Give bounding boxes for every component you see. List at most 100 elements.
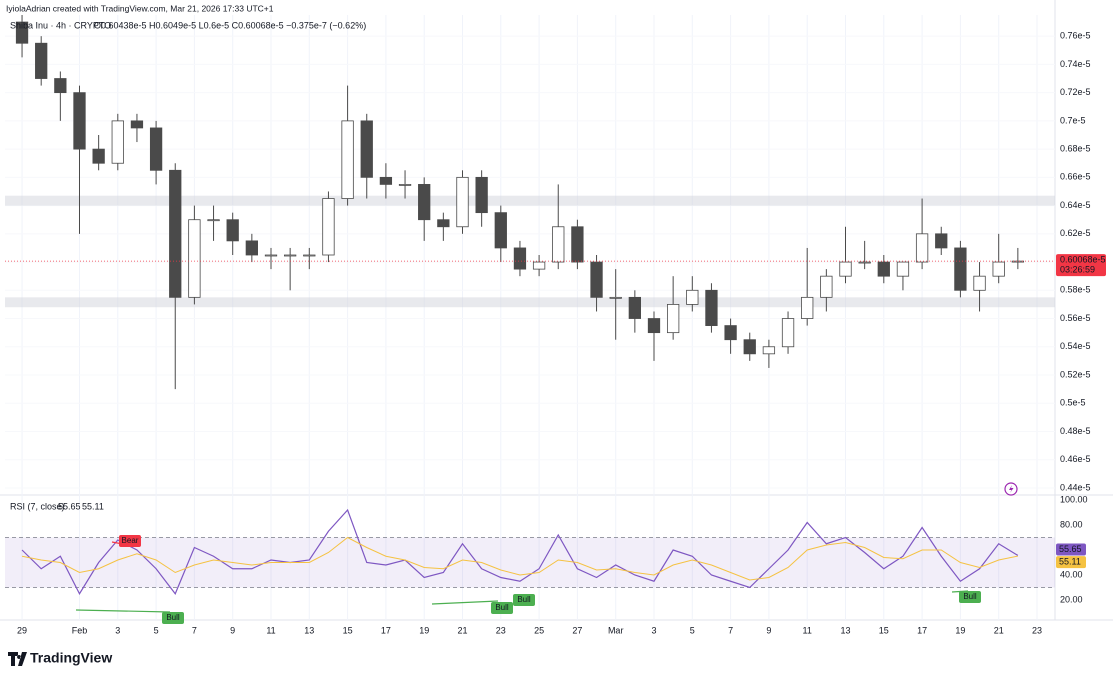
- candle-body: [1011, 260, 1024, 263]
- candle-body: [896, 261, 910, 277]
- y-tick-label: 0.58e-5: [1060, 285, 1091, 295]
- y-tick-label: 0.72e-5: [1060, 87, 1091, 97]
- candle-body: [820, 275, 833, 298]
- x-tick-label: 17: [381, 625, 391, 635]
- signal-tag: [491, 602, 513, 614]
- candle-body: [552, 226, 565, 263]
- candle-body: [283, 254, 297, 257]
- x-tick-label: 27: [572, 625, 582, 635]
- x-tick-label: 13: [304, 625, 314, 635]
- signal-label: Bull: [495, 603, 509, 612]
- y-tick-label: 0.76e-5: [1060, 31, 1091, 41]
- credit: IyiolaAdrian created with TradingView.co…: [6, 3, 274, 13]
- sr-zone: [5, 195, 1055, 206]
- y-tick-label: 0.62e-5: [1060, 228, 1091, 238]
- candle-body: [245, 240, 258, 256]
- candle-body: [647, 318, 661, 334]
- candle-body: [437, 219, 450, 228]
- candle-body: [935, 233, 948, 249]
- y-tick-label: 0.54e-5: [1060, 341, 1091, 351]
- signal-label: Bear: [122, 536, 139, 545]
- rsi-tick-label: 20.00: [1060, 594, 1083, 604]
- signal-tag: [119, 535, 141, 547]
- candle-body: [456, 176, 469, 228]
- candle-body: [801, 296, 814, 319]
- candle-body: [609, 296, 622, 299]
- candle-body: [571, 226, 584, 263]
- candle-body: [398, 184, 412, 186]
- countdown: 03:26:59: [1060, 264, 1095, 274]
- x-tick-label: 17: [917, 625, 927, 635]
- candle-body: [475, 176, 488, 214]
- x-tick-label: 19: [955, 625, 965, 635]
- candle-body: [73, 92, 86, 150]
- x-tick-label: 3: [115, 625, 120, 635]
- candle-body: [915, 233, 929, 263]
- rsi-ma-value: 55.11: [82, 501, 104, 511]
- x-tick-label: 13: [840, 625, 850, 635]
- signal-label: Bull: [517, 595, 531, 604]
- plot: [5, 15, 1055, 613]
- candle-body: [686, 289, 699, 305]
- candle-body: [188, 219, 201, 298]
- x-tick-label: 11: [266, 625, 275, 635]
- candle-body: [35, 42, 48, 79]
- divergence-line: [75, 609, 171, 613]
- candle-body: [628, 296, 641, 319]
- candle-body: [92, 148, 105, 164]
- candle-body: [379, 176, 393, 185]
- rsi-band: [5, 537, 1055, 588]
- candle-body: [494, 212, 507, 249]
- y-tick-label: 0.66e-5: [1060, 172, 1091, 182]
- candle-body: [590, 261, 603, 298]
- rsi-value-tag: [1056, 543, 1086, 556]
- candle-body: [762, 346, 776, 355]
- rsi-ma-line: [21, 536, 1018, 581]
- x-tick-label: 23: [496, 625, 506, 635]
- x-tick-label: Mar: [608, 625, 624, 635]
- signal-tag: [513, 594, 535, 606]
- candle-body: [705, 289, 718, 326]
- sr-zone: [5, 297, 1055, 308]
- x-tick-label: 19: [419, 625, 429, 635]
- candle-body: [781, 318, 795, 348]
- candle-body: [15, 21, 29, 44]
- grid: [0, 0, 1113, 621]
- candle-body: [667, 304, 680, 334]
- last-price-tag: [1056, 254, 1106, 277]
- rsi-tick-label: 100.00: [1060, 494, 1088, 504]
- candle-body: [341, 120, 354, 199]
- candle-body: [303, 254, 316, 257]
- x-tick-label: 23: [1032, 625, 1042, 635]
- signal-label: Bull: [166, 613, 180, 622]
- candle-body: [513, 247, 527, 270]
- candle-body: [169, 169, 182, 298]
- rsi-line: [21, 508, 1019, 595]
- tv-logo: [8, 652, 27, 666]
- symbol-title: Shiba Inu · 4h · CRYPTO: [10, 20, 111, 30]
- candle-body: [207, 219, 220, 222]
- x-tick-label: 25: [534, 625, 544, 635]
- candle-body: [149, 127, 163, 171]
- candle-body: [532, 261, 546, 270]
- candle-body: [418, 184, 431, 221]
- y-tick-label: 0.74e-5: [1060, 59, 1091, 69]
- x-tick-label: 29: [17, 625, 27, 635]
- candle-body: [858, 261, 871, 264]
- alert-icon[interactable]: [1004, 482, 1018, 496]
- candle-body: [954, 247, 967, 291]
- rsi-tick-label: 40.00: [1060, 569, 1083, 579]
- y-tick-label: 0.52e-5: [1060, 369, 1091, 379]
- x-tick-label: 11: [803, 625, 812, 635]
- y-tick-label: 0.7e-5: [1060, 115, 1086, 125]
- x-tick-label: 21: [457, 625, 467, 635]
- y-tick-label: 0.5e-5: [1060, 398, 1086, 408]
- candle-body: [743, 339, 756, 355]
- rsi-value-label: 55.11: [1059, 556, 1081, 566]
- x-tick-label: Feb: [72, 625, 88, 635]
- x-tick-label: 9: [766, 625, 771, 635]
- candle-body: [973, 275, 986, 291]
- rsi-value-tag: [1056, 556, 1086, 569]
- signal-tag: [162, 612, 184, 624]
- y-tick-label: 0.44e-5: [1060, 482, 1091, 492]
